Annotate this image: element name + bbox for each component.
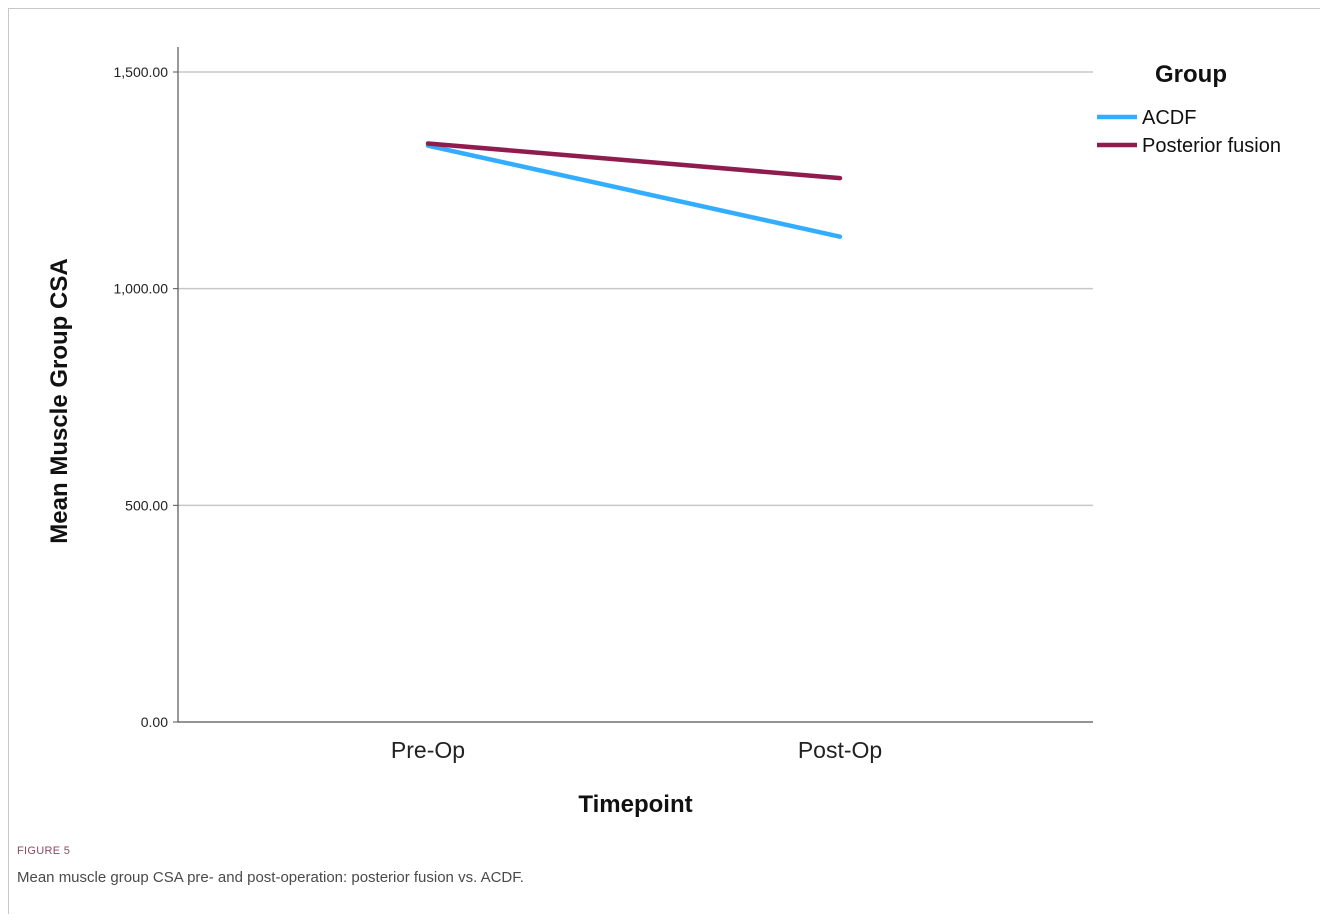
legend-title: Group [1155,61,1227,88]
grid-lines [173,71,1093,723]
figure-label: FIGURE 5 [17,845,71,857]
y-tick-label: 1,000.00 [114,281,169,297]
figure-caption: Mean muscle group CSA pre- and post-oper… [17,869,524,886]
x-tick-label: Pre-Op [391,737,465,763]
axes [177,47,1093,723]
line-chart: 0.00 500.00 1,000.00 1,500.00 Pre-Op Post-Op… [46,47,1281,818]
y-tick-label: 0.00 [141,714,168,730]
x-tick-labels: Pre-Op Post-Op [391,737,882,763]
series-lines [425,141,843,239]
figure-frame [8,8,1320,914]
y-tick-labels: 0.00 500.00 1,000.00 1,500.00 [114,64,169,730]
legend-label: ACDF [1142,107,1196,129]
series-line-posterior-fusion [425,141,843,181]
x-tick-label: Post-Op [798,737,882,763]
x-axis-title: Timepoint [578,791,692,818]
series-line-acdf [425,143,843,239]
y-axis-title: Mean Muscle Group CSA [46,258,73,543]
y-tick-label: 500.00 [125,497,168,513]
y-tick-label: 1,500.00 [114,64,169,80]
legend-label: Posterior fusion [1142,135,1281,157]
legend: Group ACDF Posterior fusion [1097,61,1281,157]
